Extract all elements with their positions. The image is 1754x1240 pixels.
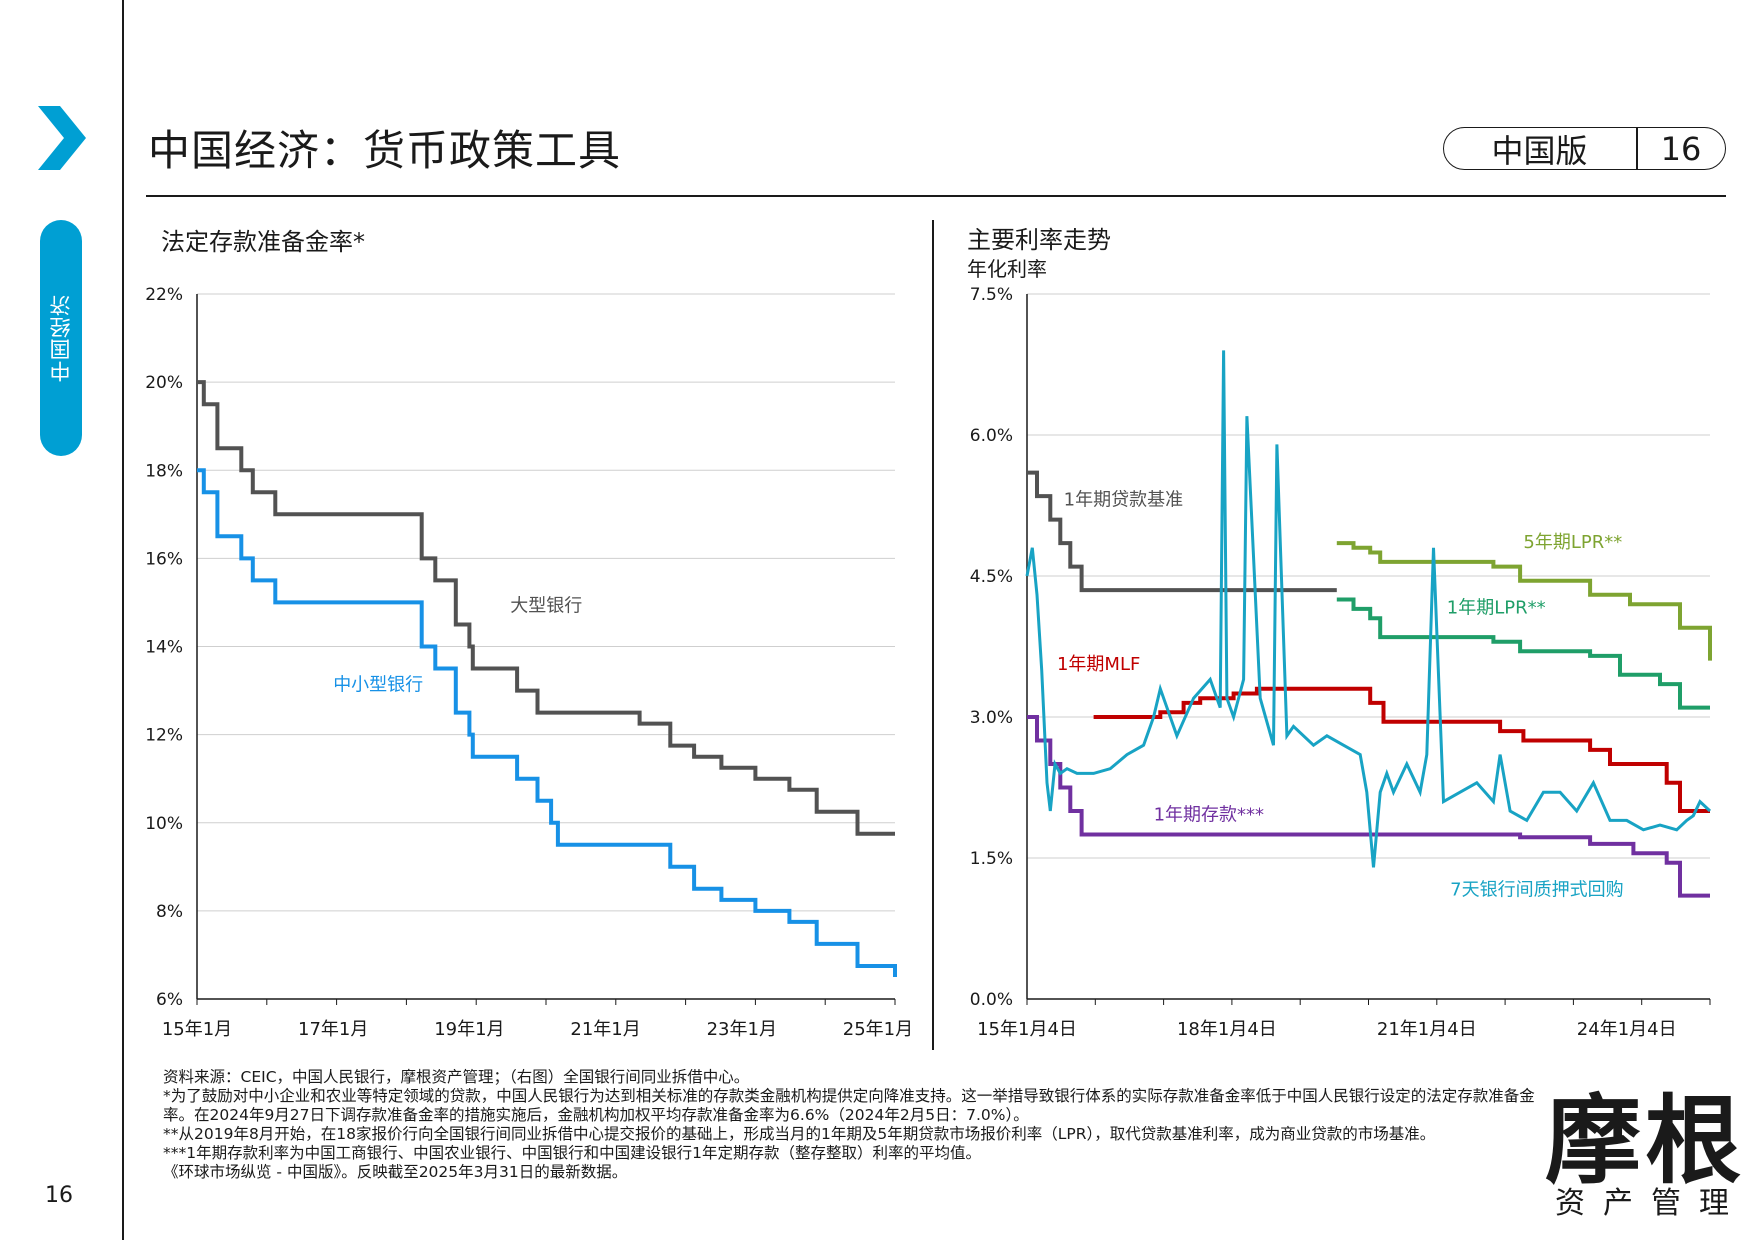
- y-tick-label: 1.5%: [970, 849, 1013, 869]
- chart1-reserve-ratio: 6% 8% 10% 12% 14% 16% 18% 20% 22% 15年1月 17年1月 19年1月…: [145, 285, 913, 1040]
- section-tab-label: 中国经济: [49, 294, 73, 382]
- y-tick-label: 22%: [145, 285, 183, 305]
- chart1-title: 法定存款准备金率*: [161, 228, 365, 256]
- x-tick-label: 15年1月: [162, 1019, 232, 1040]
- footnote-source: 资料来源：CEIC，中国人民银行，摩根资产管理；（右图）全国银行间同业拆借中心。: [163, 1068, 750, 1086]
- page-title: 中国经济：货币政策工具: [148, 126, 622, 175]
- series-line-0: [1027, 470, 1337, 593]
- edition-badge: [1443, 127, 1726, 170]
- footnote-4: 《环球市场纵览 - 中国版》。反映截至2025年3月31日的最新数据。: [163, 1163, 628, 1181]
- chart2-ylabel: 年化利率: [967, 257, 1047, 281]
- y-tick-label: 20%: [145, 373, 183, 393]
- chart2-interest-rates: 0.0% 1.5% 3.0% 4.5% 6.0% 7.5% 15年1月4日 18年1月4日 21…: [970, 285, 1712, 1040]
- series-line-3: [1093, 686, 1710, 813]
- series-label: 大型银行: [510, 595, 582, 616]
- y-tick-label: 8%: [156, 902, 183, 922]
- x-tick-label: 19年1月: [434, 1019, 504, 1040]
- chart2-title: 主要利率走势: [967, 226, 1111, 254]
- series-label: 5年期LPR**: [1523, 532, 1622, 553]
- y-tick-label: 10%: [145, 814, 183, 834]
- badge-page-number: 16: [1660, 129, 1702, 168]
- x-tick-label: 25年1月: [843, 1019, 913, 1040]
- chevron-right-icon: [38, 106, 86, 170]
- series-label: 7天银行间质押式回购: [1450, 880, 1623, 901]
- y-tick-label: 0.0%: [970, 990, 1013, 1010]
- footnote-2: **从2019年8月开始，在18家报价行向全国银行间同业拆借中心提交报价的基础上…: [163, 1125, 1436, 1143]
- series-label: 1年期贷款基准: [1064, 490, 1183, 511]
- x-tick-label: 24年1月4日: [1577, 1019, 1677, 1040]
- series-line-2: [1336, 597, 1710, 710]
- footnote-3: ***1年期存款利率为中国工商银行、中国农业银行、中国银行和中国建设银行1年定期…: [163, 1144, 981, 1162]
- footer-page-number: 16: [45, 1183, 73, 1208]
- header-rule: [146, 195, 1726, 197]
- y-tick-label: 3.0%: [970, 708, 1013, 728]
- y-tick-label: 16%: [145, 549, 183, 569]
- series-label: 中小型银行: [333, 675, 423, 696]
- series-label: 1年期MLF: [1057, 654, 1140, 675]
- chart-divider: [932, 220, 934, 1050]
- x-tick-label: 21年1月: [570, 1019, 640, 1040]
- brand-subtitle: 资产管理: [1555, 1186, 1747, 1221]
- footnote-1: *为了鼓励对中小企业和农业等特定领域的贷款，中国人民银行为达到相关标准的存款类金…: [163, 1087, 1535, 1124]
- x-tick-label: 17年1月: [298, 1019, 368, 1040]
- x-tick-label: 23年1月: [707, 1019, 777, 1040]
- edition-badge-divider: [1636, 127, 1638, 170]
- footnotes: 资料来源：CEIC，中国人民银行，摩根资产管理；（右图）全国银行间同业拆借中心。…: [163, 1068, 1543, 1182]
- series-line-4: [1027, 715, 1710, 898]
- left-rail-line: [122, 0, 124, 1240]
- section-tab[interactable]: [40, 220, 82, 456]
- y-tick-label: 4.5%: [970, 567, 1013, 587]
- x-tick-label: 18年1月4日: [1177, 1019, 1277, 1040]
- series-label: 1年期存款***: [1154, 804, 1264, 825]
- y-tick-label: 6.0%: [970, 426, 1013, 446]
- series-line-1: [197, 468, 897, 977]
- x-tick-label: 15年1月4日: [977, 1019, 1077, 1040]
- series-label: 1年期LPR**: [1447, 598, 1546, 619]
- series-line-5: [1025, 350, 1712, 868]
- series-line-1: [1336, 541, 1712, 661]
- series-line-0: [197, 380, 895, 836]
- y-tick-label: 14%: [145, 638, 183, 658]
- y-tick-label: 12%: [145, 726, 183, 746]
- edition-label: 中国版: [1491, 131, 1588, 170]
- y-tick-label: 7.5%: [970, 285, 1013, 305]
- y-tick-label: 18%: [145, 461, 183, 481]
- x-tick-label: 21年1月4日: [1377, 1019, 1477, 1040]
- y-tick-label: 6%: [156, 990, 183, 1010]
- brand-logo: 摩根: [1545, 1084, 1745, 1197]
